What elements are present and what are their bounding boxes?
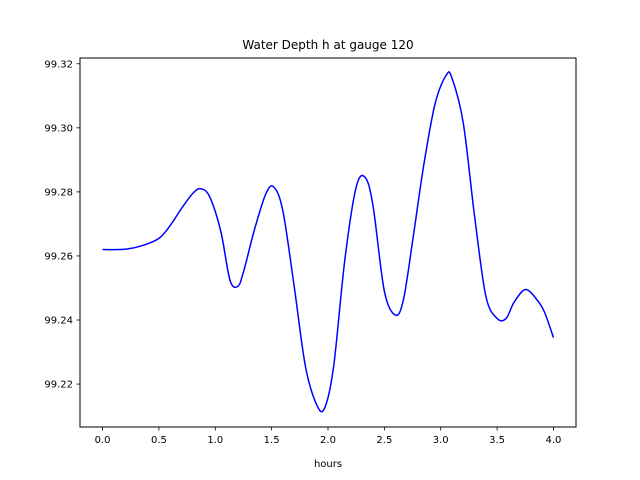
x-tick-label: 1.5 bbox=[264, 435, 280, 446]
x-tick-label: 1.0 bbox=[207, 435, 223, 446]
x-axis-label: hours bbox=[314, 459, 342, 470]
x-tick-label: 0.5 bbox=[151, 435, 167, 446]
y-tick-label: 99.22 bbox=[44, 380, 73, 391]
y-axis-ticks: 99.22 99.24 99.26 99.28 99.30 99.32 bbox=[44, 59, 80, 391]
y-tick-label: 99.24 bbox=[44, 316, 73, 327]
x-tick-label: 2.5 bbox=[376, 435, 392, 446]
x-tick-label: 2.0 bbox=[320, 435, 336, 446]
y-tick-label: 99.32 bbox=[44, 59, 73, 70]
x-tick-label: 0.0 bbox=[95, 435, 111, 446]
y-tick-label: 99.26 bbox=[44, 251, 73, 262]
y-tick-label: 99.28 bbox=[44, 187, 73, 198]
plot-area bbox=[102, 71, 555, 413]
x-tick-label: 3.5 bbox=[489, 435, 505, 446]
y-tick-label: 99.30 bbox=[44, 123, 73, 134]
x-tick-label: 4.0 bbox=[546, 435, 562, 446]
series-line bbox=[102, 71, 555, 413]
x-axis-ticks: 0.0 0.5 1.0 1.5 2.0 2.5 3.0 3.5 4.0 bbox=[95, 427, 562, 446]
x-tick-label: 3.0 bbox=[433, 435, 449, 446]
chart-title: Water Depth h at gauge 120 bbox=[242, 38, 413, 52]
